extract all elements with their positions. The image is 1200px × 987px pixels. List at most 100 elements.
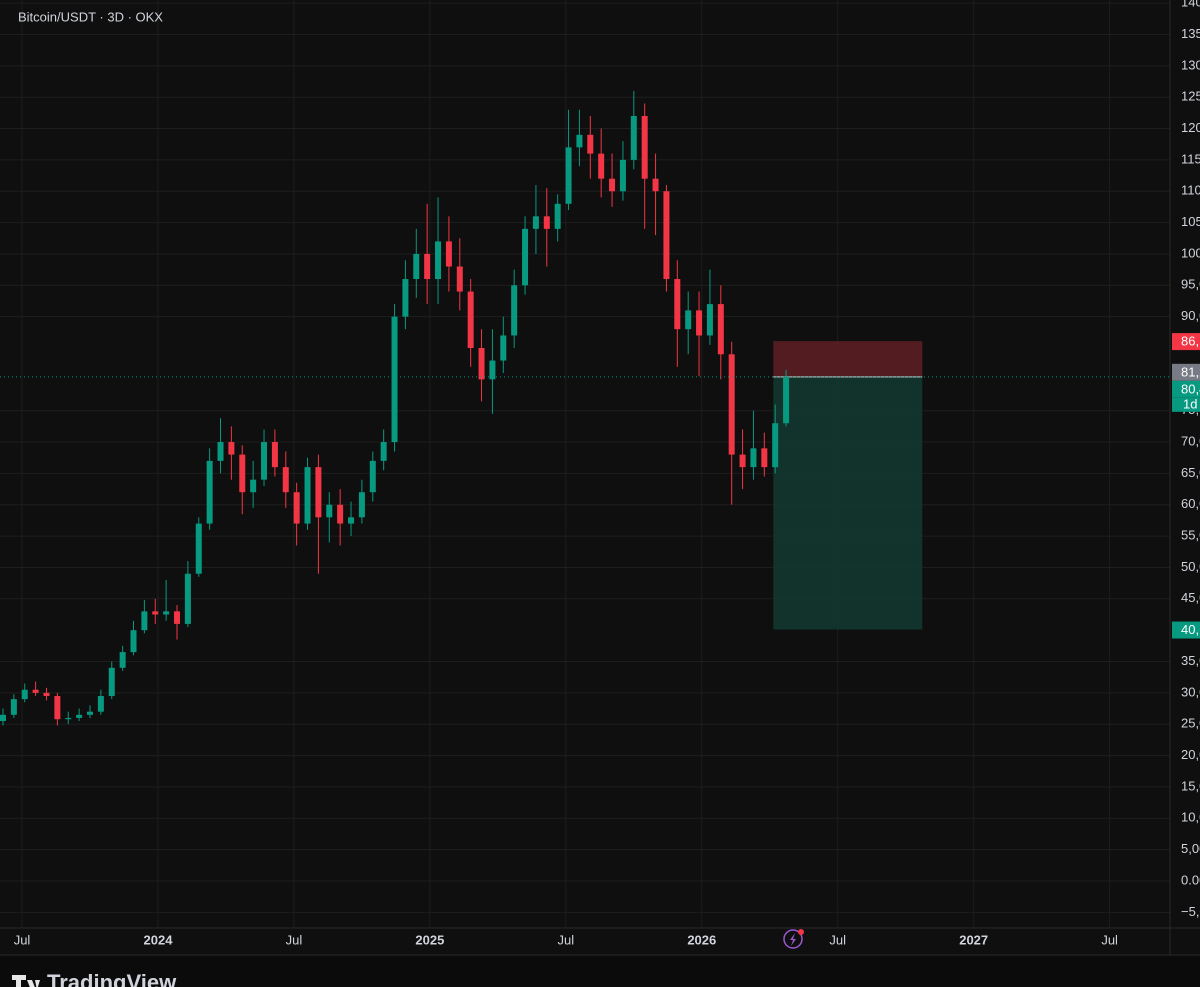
candle-body: [152, 611, 159, 615]
y-tick-label: 90,000.00: [1181, 308, 1200, 323]
candle-body: [554, 203, 561, 229]
y-tick-label: 10,000.00: [1181, 810, 1200, 825]
candle-body: [402, 279, 409, 317]
price-label: 86,100.00: [1181, 334, 1200, 349]
candle-body: [543, 216, 550, 229]
candle-body: [456, 266, 463, 292]
candle-body: [750, 448, 757, 468]
y-tick-label: 25,000.00: [1181, 716, 1200, 731]
candle-body: [206, 460, 213, 524]
candle-body: [500, 335, 507, 361]
y-tick-label: 130,000.00: [1181, 57, 1200, 72]
candle-body: [326, 504, 333, 518]
y-tick-label: 105,000.00: [1181, 214, 1200, 229]
candle-body: [696, 310, 703, 336]
target-zone[interactable]: [773, 376, 923, 630]
candle-body: [141, 611, 148, 631]
x-tick-label: Jul: [286, 932, 303, 947]
candle-body: [598, 153, 605, 179]
candle-body: [728, 354, 735, 455]
position-tool[interactable]: [773, 341, 923, 630]
price-label-box: [1172, 363, 1200, 381]
candle-body: [184, 573, 191, 624]
candle-body: [97, 696, 104, 712]
y-tick-label: 140,000.00: [1181, 0, 1200, 10]
candle-body: [0, 714, 6, 722]
candle-body: [32, 689, 39, 693]
candle-body: [413, 253, 420, 280]
y-tick-label: −5,000.00: [1181, 904, 1200, 919]
stop-zone[interactable]: [773, 341, 923, 377]
candle-body: [641, 116, 648, 179]
candle-body: [348, 517, 355, 524]
y-tick-label: 110,000.00: [1181, 183, 1200, 198]
candle-body: [21, 689, 28, 700]
y-tick-label: 45,000.00: [1181, 590, 1200, 605]
y-tick-label: 65,000.00: [1181, 465, 1200, 480]
candle-body: [315, 467, 322, 518]
y-tick-label: 115,000.00: [1181, 151, 1200, 166]
y-tick-label: 55,000.00: [1181, 528, 1200, 543]
y-tick-label: 95,000.00: [1181, 277, 1200, 292]
candle-body: [87, 711, 93, 715]
candle-body: [108, 667, 115, 696]
x-tick-label: Jul: [1101, 932, 1118, 947]
candle-body: [685, 310, 692, 330]
candles: [0, 90, 790, 726]
price-label-box: [1172, 380, 1200, 398]
candle-body: [739, 454, 746, 468]
alert-icon[interactable]: [783, 929, 804, 949]
candle-body: [10, 699, 17, 715]
y-tick-label: 35,000.00: [1181, 653, 1200, 668]
x-tick-label: 2025: [415, 932, 444, 947]
candle-body: [663, 191, 670, 280]
y-tick-label: 30,000.00: [1181, 684, 1200, 699]
candle-body: [282, 467, 289, 493]
y-tick-label: 120,000.00: [1181, 120, 1200, 135]
x-tick-label: 2026: [687, 932, 716, 947]
candle-body: [467, 291, 474, 348]
candle-body: [293, 492, 300, 524]
x-tick-label: Jul: [14, 932, 31, 947]
price-label: 40,100.00: [1181, 622, 1200, 637]
candle-body: [772, 423, 779, 468]
candle-body: [119, 652, 126, 668]
candle-body: [652, 178, 659, 192]
candle-body: [337, 504, 344, 524]
candle-body: [130, 630, 137, 653]
candle-body: [391, 316, 398, 443]
candle-body: [250, 479, 257, 493]
candle-body: [369, 460, 376, 493]
price-label-box: [1172, 621, 1200, 639]
candle-body: [76, 714, 83, 718]
y-tick-label: 20,000.00: [1181, 747, 1200, 762]
brand-logo[interactable]: [12, 975, 40, 987]
candle-body: [65, 717, 72, 720]
candle-body: [522, 228, 529, 286]
footer: [0, 955, 1200, 987]
candle-body: [271, 442, 278, 468]
candle-body: [380, 442, 387, 461]
candle-body: [358, 492, 365, 518]
candle-body: [217, 442, 224, 461]
candle-body: [43, 692, 50, 696]
brand-name[interactable]: TradingView: [47, 970, 177, 987]
candle-body: [576, 134, 583, 148]
price-label: 80,400.00: [1181, 381, 1200, 396]
candle-body: [304, 467, 311, 524]
price-label: 81,200.00: [1181, 364, 1200, 379]
candle-body: [478, 348, 485, 380]
candle-body: [261, 442, 268, 480]
candle-body: [609, 178, 616, 192]
candle-body: [163, 611, 170, 615]
candle-body: [565, 147, 572, 204]
countdown-label: 1d: [1183, 396, 1197, 411]
candle-body: [489, 360, 496, 380]
y-tick-label: 125,000.00: [1181, 89, 1200, 104]
y-tick-label: 15,000.00: [1181, 778, 1200, 793]
y-tick-label: 100,000.00: [1181, 245, 1200, 260]
y-tick-label: 135,000.00: [1181, 26, 1200, 41]
